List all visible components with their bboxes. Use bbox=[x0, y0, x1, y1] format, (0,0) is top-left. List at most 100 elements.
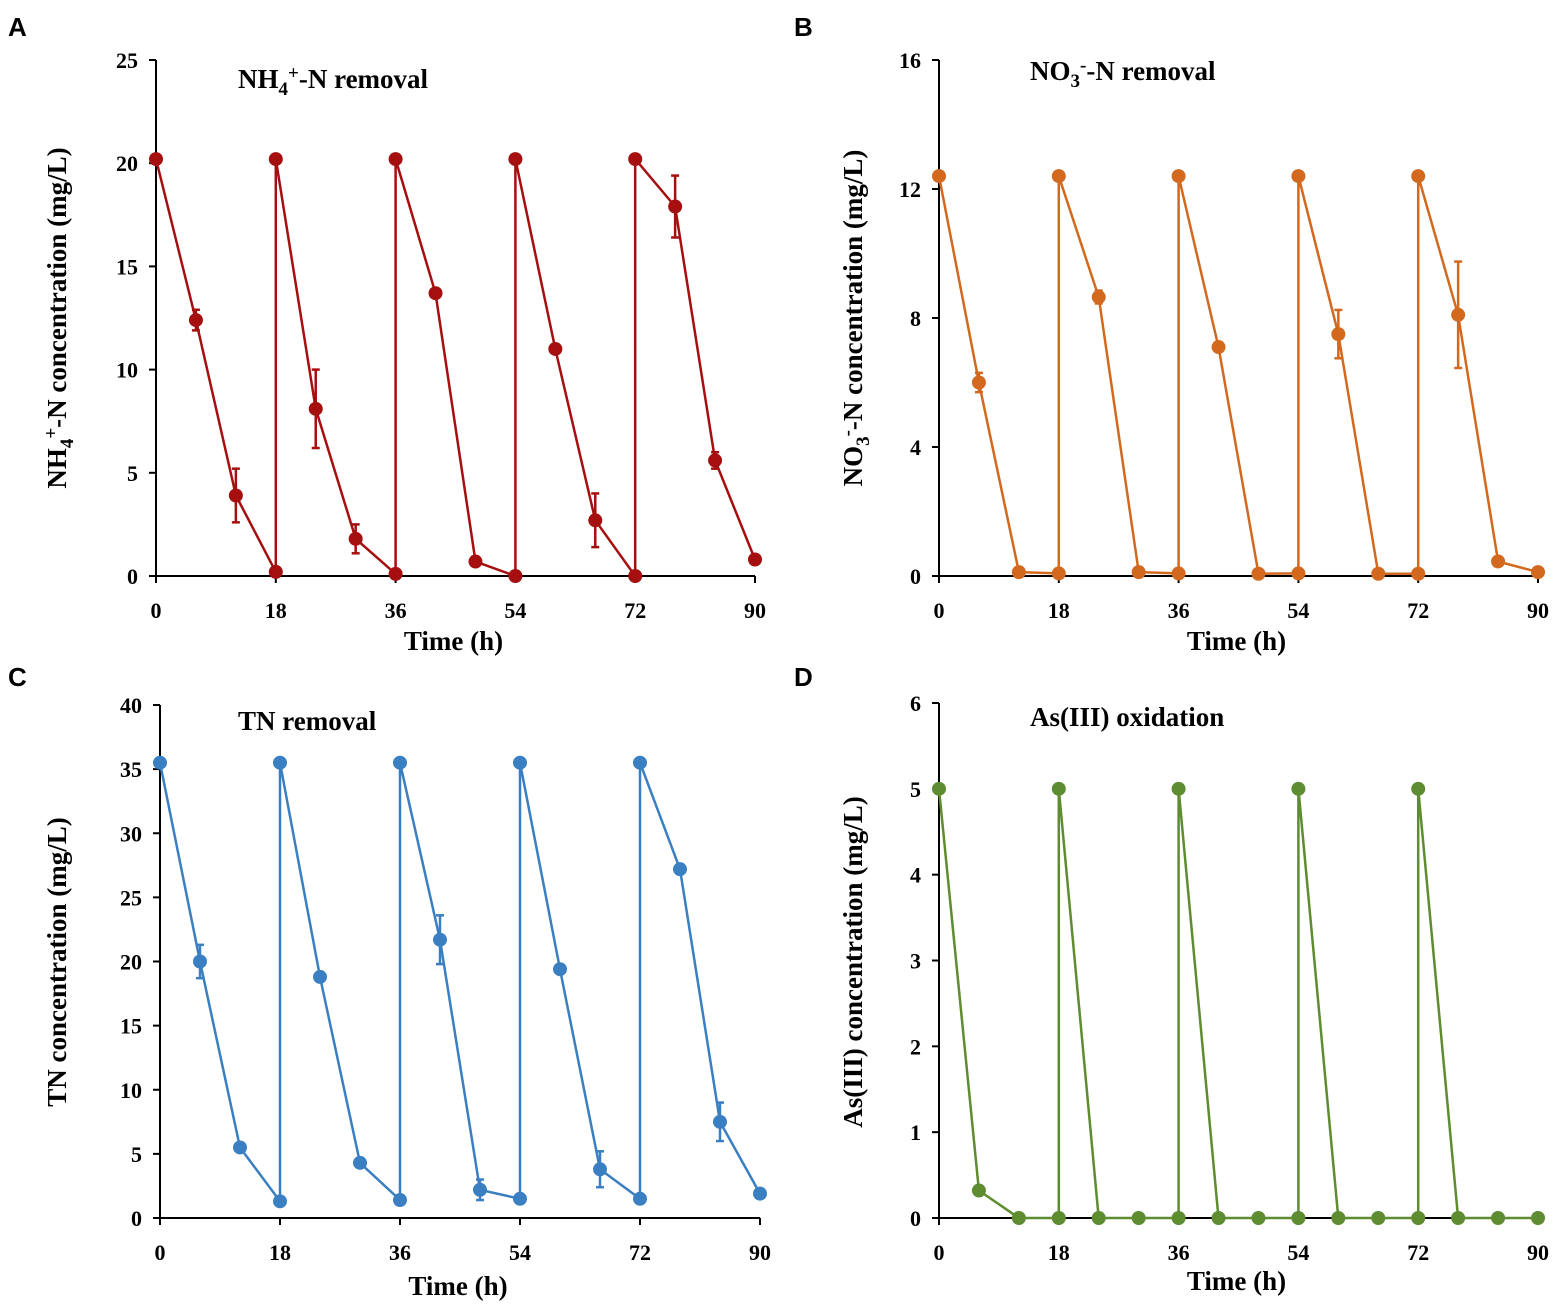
y-axis-title: NO3--N concentration (mg/L) bbox=[837, 150, 874, 487]
y-tick-label: 20 bbox=[120, 950, 142, 975]
data-point bbox=[1171, 169, 1186, 184]
series-line bbox=[158, 761, 762, 1203]
data-point bbox=[633, 755, 647, 770]
data-point bbox=[273, 755, 287, 770]
y-tick-label: 16 bbox=[899, 48, 921, 73]
y-tick-label: 3 bbox=[910, 949, 921, 974]
x-tick-label: 72 bbox=[624, 598, 646, 623]
x-tick-label: 36 bbox=[385, 598, 407, 623]
x-tick-label: 54 bbox=[1287, 598, 1309, 623]
panel-letter-b: B bbox=[794, 12, 813, 42]
data-point bbox=[153, 755, 167, 770]
data-point bbox=[1211, 1211, 1226, 1225]
x-tick-label: 54 bbox=[509, 1240, 531, 1265]
data-point bbox=[508, 569, 523, 583]
plot-title: As(III) oxidation bbox=[1030, 702, 1224, 732]
y-tick-label: 30 bbox=[120, 821, 142, 846]
data-point bbox=[548, 341, 563, 356]
panel-d: D 0 1 2 3 4 5 6 0 18 36 54 72 90 Time (h) As(III) conce… bbox=[794, 662, 1549, 1296]
data-point bbox=[1251, 566, 1266, 581]
data-point bbox=[1411, 1211, 1426, 1225]
x-tick-label: 18 bbox=[269, 1240, 291, 1265]
y-tick-label: 0 bbox=[910, 1206, 921, 1231]
x-tick-label: 36 bbox=[1168, 1240, 1190, 1265]
data-point bbox=[388, 152, 403, 167]
data-point bbox=[628, 152, 643, 167]
series-line bbox=[937, 787, 1538, 1220]
data-point bbox=[188, 313, 203, 328]
y-tick-label: 10 bbox=[116, 358, 138, 383]
data-point bbox=[1091, 1211, 1106, 1225]
x-tick-label: 0 bbox=[155, 1240, 166, 1265]
data-point bbox=[428, 286, 443, 301]
data-point bbox=[668, 199, 683, 214]
data-point bbox=[1531, 565, 1545, 580]
y-tick-label: 15 bbox=[116, 254, 138, 279]
y-tick-label: 0 bbox=[131, 1206, 142, 1231]
x-tick-label: 54 bbox=[1287, 1240, 1309, 1265]
plot-title: NO3--N removal bbox=[1030, 55, 1216, 92]
data-point bbox=[1291, 1211, 1306, 1225]
y-tick-label: 6 bbox=[910, 691, 921, 716]
data-point bbox=[553, 962, 567, 977]
x-axis-title: Time (h) bbox=[404, 626, 503, 656]
data-point bbox=[1291, 781, 1306, 796]
data-point bbox=[513, 755, 527, 770]
y-tick-label: 5 bbox=[910, 777, 921, 802]
y-tick-label: 4 bbox=[910, 435, 921, 460]
y-axis-title: TN concentration (mg/L) bbox=[42, 817, 72, 1106]
data-point bbox=[753, 1186, 767, 1201]
data-point bbox=[748, 552, 762, 567]
data-point bbox=[1171, 1211, 1186, 1225]
data-point bbox=[1451, 1211, 1466, 1225]
x-tick-label: 0 bbox=[934, 598, 945, 623]
panel-a: A 0 5 10 15 20 25 0 18 36 54 72 90 Time (h) NH4+-N con… bbox=[8, 12, 766, 656]
data-point bbox=[388, 566, 403, 581]
y-tick-label: 0 bbox=[127, 564, 138, 589]
plot-title: TN removal bbox=[238, 706, 377, 736]
x-axis-title: Time (h) bbox=[408, 1271, 507, 1301]
x-tick-label: 0 bbox=[934, 1240, 945, 1265]
data-point bbox=[1531, 1211, 1545, 1225]
data-point bbox=[1051, 781, 1066, 796]
x-tick-label: 72 bbox=[629, 1240, 651, 1265]
y-tick-label: 8 bbox=[910, 306, 921, 331]
data-point bbox=[708, 453, 723, 468]
data-point bbox=[1371, 1211, 1386, 1225]
panel-b: B 0 4 8 12 16 0 18 36 54 72 90 Time (h) NO3--N concen… bbox=[794, 12, 1549, 656]
data-point bbox=[1491, 1211, 1506, 1225]
data-point bbox=[308, 401, 323, 416]
data-point bbox=[932, 169, 946, 184]
data-point bbox=[193, 954, 207, 969]
x-tick-label: 90 bbox=[1527, 598, 1549, 623]
y-tick-label: 25 bbox=[120, 885, 142, 910]
x-axis-title: Time (h) bbox=[1187, 626, 1286, 656]
y-tick-label: 12 bbox=[899, 177, 921, 202]
x-tick-label: 0 bbox=[151, 598, 162, 623]
panel-letter-d: D bbox=[794, 662, 813, 692]
y-tick-label: 0 bbox=[910, 564, 921, 589]
data-point bbox=[233, 1140, 247, 1155]
data-point bbox=[353, 1155, 367, 1170]
x-tick-label: 90 bbox=[744, 598, 766, 623]
data-point bbox=[473, 1182, 487, 1197]
data-point bbox=[513, 1191, 527, 1206]
data-point bbox=[971, 375, 986, 390]
data-point bbox=[932, 781, 946, 796]
x-tick-label: 18 bbox=[265, 598, 287, 623]
y-tick-label: 15 bbox=[120, 1014, 142, 1039]
data-point bbox=[1411, 169, 1426, 184]
data-point bbox=[673, 862, 687, 877]
x-tick-label: 36 bbox=[1168, 598, 1190, 623]
data-point bbox=[1051, 169, 1066, 184]
x-tick-label: 18 bbox=[1048, 598, 1070, 623]
data-point bbox=[149, 152, 163, 167]
y-tick-label: 4 bbox=[910, 863, 921, 888]
data-point bbox=[433, 932, 447, 947]
data-point bbox=[268, 564, 283, 579]
x-tick-label: 90 bbox=[1527, 1240, 1549, 1265]
panel-c: C 0 5 10 15 20 25 30 35 40 0 18 36 54 72 90 Time (h) TN c… bbox=[8, 662, 771, 1301]
x-tick-label: 90 bbox=[749, 1240, 771, 1265]
y-tick-label: 20 bbox=[116, 151, 138, 176]
